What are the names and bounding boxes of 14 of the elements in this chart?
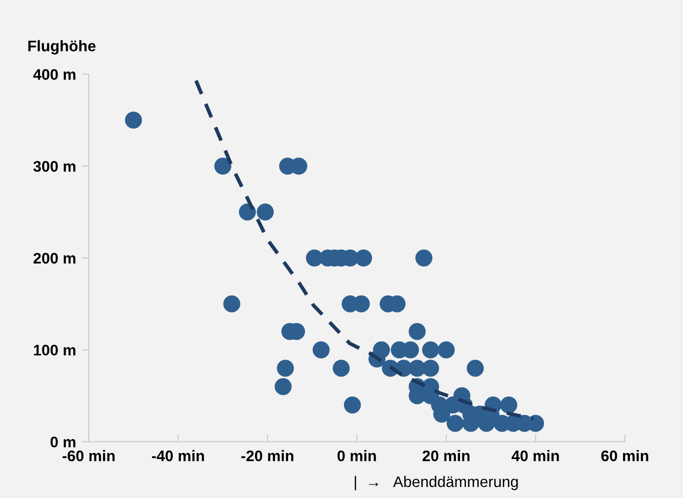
x-tick-label: -40 min <box>152 450 204 462</box>
x-tick-label: 60 min <box>601 450 648 462</box>
y-tick-label: 300 m <box>33 160 76 172</box>
text: | → Abenddämmerung <box>354 476 518 490</box>
y-axis-title: Flughöhe <box>28 40 96 54</box>
x-tick-label: -20 min <box>241 450 294 462</box>
y-tick-label: 400 m <box>33 69 76 80</box>
y-tick-label: 200 m <box>34 252 76 264</box>
x-tick-label: 40 min <box>512 450 559 462</box>
y-tick-label: 100 m <box>34 344 76 356</box>
y-tick-label: 0 m <box>50 436 76 448</box>
x-tick-label: -60 min <box>62 450 115 462</box>
x-tick-label: 0 min <box>338 450 376 462</box>
x-tick-label: 20 min <box>422 450 470 462</box>
